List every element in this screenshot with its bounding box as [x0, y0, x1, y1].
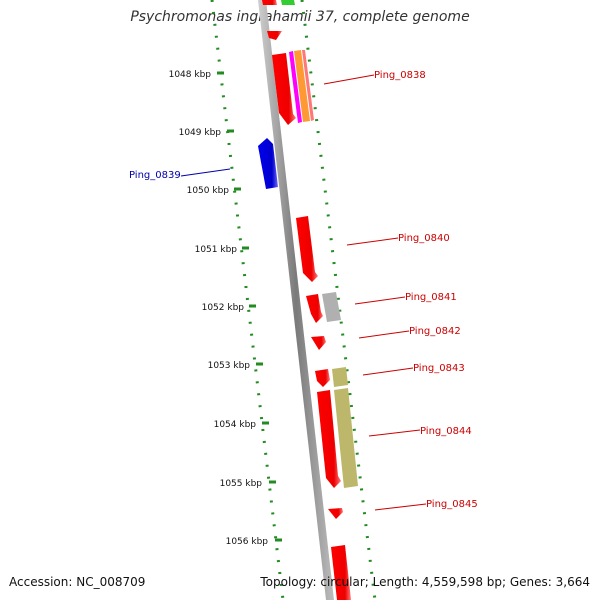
label-leader — [374, 503, 427, 511]
cog-band — [322, 292, 341, 322]
label-leader — [362, 367, 414, 376]
gene-ping-0845[interactable] — [328, 508, 343, 519]
tick-label: 1052 kbp — [202, 303, 245, 313]
gene-ping-0844[interactable] — [317, 390, 341, 488]
gene-ping-0838[interactable] — [272, 53, 296, 125]
gene-label-ping-0839[interactable]: Ping_0839 — [129, 170, 181, 181]
gene-ping-0842[interactable] — [311, 336, 326, 350]
gene-label-ping-0838[interactable]: Ping_0838 — [374, 70, 426, 81]
gene-label-ping-0841[interactable]: Ping_0841 — [405, 292, 457, 303]
gene-label-ping-0843[interactable]: Ping_0843 — [413, 363, 465, 374]
tick-label: 1051 kbp — [195, 245, 238, 255]
gene-ping-0839[interactable] — [258, 138, 278, 189]
label-leader — [368, 429, 421, 437]
gene-label-ping-0840[interactable]: Ping_0840 — [398, 233, 450, 244]
gene-label-ping-0844[interactable]: Ping_0844 — [420, 426, 472, 437]
gene-ping-0843[interactable] — [315, 369, 330, 387]
scale-ticks: 1048 kbp 1049 kbp 1050 kbp 1051 kbp 1052… — [169, 70, 282, 547]
gene-feature-offscreen[interactable] — [262, 0, 277, 5]
label-leader — [323, 74, 375, 85]
tick-label: 1055 kbp — [220, 479, 263, 489]
gene-feature-offscreen[interactable] — [267, 31, 282, 40]
cog-band — [289, 51, 302, 123]
gene-feature-offscreen[interactable] — [331, 545, 351, 600]
genome-summary: Topology: circular; Length: 4,559,598 bp… — [260, 575, 590, 589]
genome-title: Psychromonas ingrahamii 37, complete gen… — [130, 9, 470, 25]
gene-label-ping-0845[interactable]: Ping_0845 — [426, 499, 478, 510]
cog-band — [332, 367, 348, 387]
label-leader — [346, 237, 399, 246]
gene-ping-0840[interactable] — [296, 216, 318, 282]
label-leader — [358, 330, 410, 339]
gene-ping-0841[interactable] — [306, 294, 323, 323]
tick-label: 1053 kbp — [208, 361, 251, 371]
tick-label: 1048 kbp — [169, 70, 212, 80]
label-leader — [180, 168, 231, 177]
tick-label: 1050 kbp — [187, 186, 230, 196]
tick-label: 1056 kbp — [226, 537, 269, 547]
accession-label: Accession: NC_008709 — [9, 575, 146, 589]
genome-backbone — [258, 0, 334, 600]
cog-band-offscreen — [281, 0, 295, 5]
tick-label: 1049 kbp — [179, 128, 222, 138]
cog-band — [294, 50, 310, 122]
tick-label: 1054 kbp — [214, 420, 257, 430]
gene-label-ping-0842[interactable]: Ping_0842 — [409, 326, 461, 337]
cog-band — [334, 388, 358, 488]
cog-band — [302, 50, 314, 121]
label-leader — [354, 296, 406, 305]
